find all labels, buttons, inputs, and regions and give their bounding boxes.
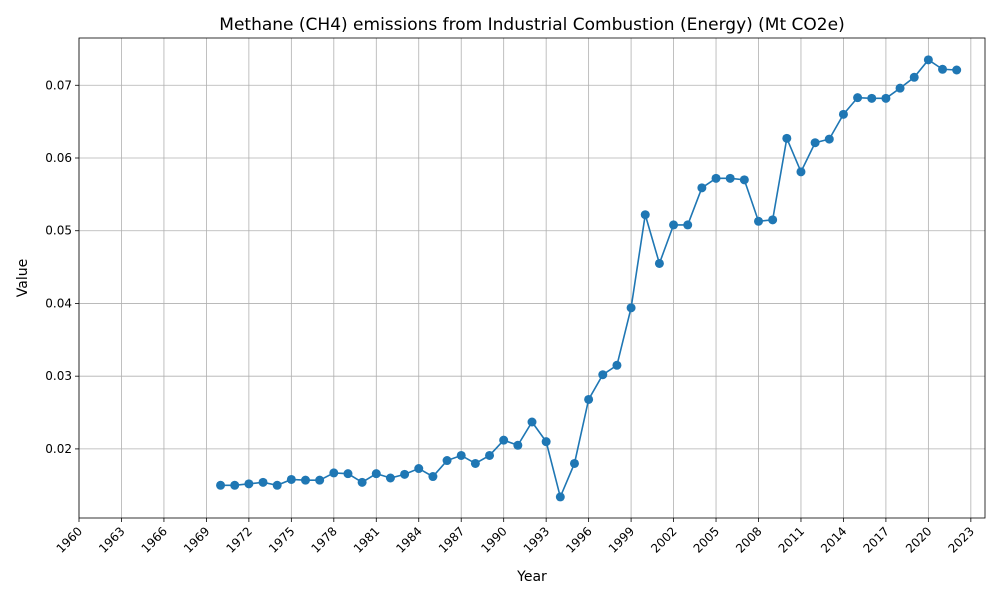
data-point [343, 469, 353, 479]
grid [78, 38, 985, 518]
y-axis-label: Value [15, 259, 31, 297]
data-point [357, 477, 367, 487]
plot-frame [78, 37, 986, 519]
data-point [838, 109, 848, 119]
data-point [569, 458, 579, 468]
data-point [541, 437, 551, 447]
data-point [711, 173, 721, 183]
y-tick-label: 0.05 [45, 224, 72, 238]
data-point [909, 72, 919, 82]
data-point [371, 469, 381, 479]
data-point [216, 480, 226, 490]
data-point [428, 472, 438, 482]
data-point [244, 479, 254, 489]
data-point [725, 173, 735, 183]
data-point [301, 475, 310, 485]
data-point [683, 220, 693, 230]
y-tick-label: 0.02 [45, 442, 72, 456]
data-point [414, 464, 424, 474]
data-point [952, 65, 962, 75]
data-point [768, 215, 778, 225]
data-point [938, 64, 948, 74]
data-point [626, 303, 636, 313]
chart-title: Methane (CH4) emissions from Industrial … [219, 15, 844, 35]
data-point [810, 138, 820, 148]
data-point [470, 458, 480, 468]
data-point [640, 210, 650, 220]
data-point [612, 360, 622, 370]
data-point [796, 167, 806, 177]
data-point [754, 216, 763, 226]
data-point [895, 83, 905, 93]
data-point [315, 475, 325, 485]
data-point [456, 450, 466, 460]
data-point [400, 469, 410, 479]
data-point [881, 93, 891, 103]
data-point [385, 473, 395, 483]
y-tick-label: 0.06 [45, 151, 72, 165]
data-point [272, 480, 282, 490]
data-point [697, 183, 707, 193]
data-point [527, 417, 537, 427]
data-point [923, 55, 933, 65]
data-point [782, 133, 792, 143]
data-point [555, 492, 565, 502]
data-point [853, 93, 863, 103]
data-point [230, 480, 240, 490]
data-point [485, 450, 495, 460]
data-point [598, 370, 608, 380]
y-tick-label: 0.04 [45, 296, 72, 310]
data-point [442, 456, 452, 466]
series-points-group [216, 55, 962, 502]
data-point [258, 477, 268, 487]
data-point [824, 134, 834, 144]
data-point [867, 93, 877, 103]
x-axis-label: Year [516, 569, 547, 585]
data-point [669, 220, 679, 230]
y-tick-label: 0.07 [45, 78, 72, 92]
data-point [286, 474, 296, 484]
data-point [584, 394, 594, 404]
y-tick-label: 0.03 [45, 369, 72, 383]
data-point [329, 468, 339, 478]
data-point [513, 440, 523, 450]
data-point [739, 175, 749, 185]
data-point [499, 435, 509, 445]
data-point [654, 258, 664, 268]
